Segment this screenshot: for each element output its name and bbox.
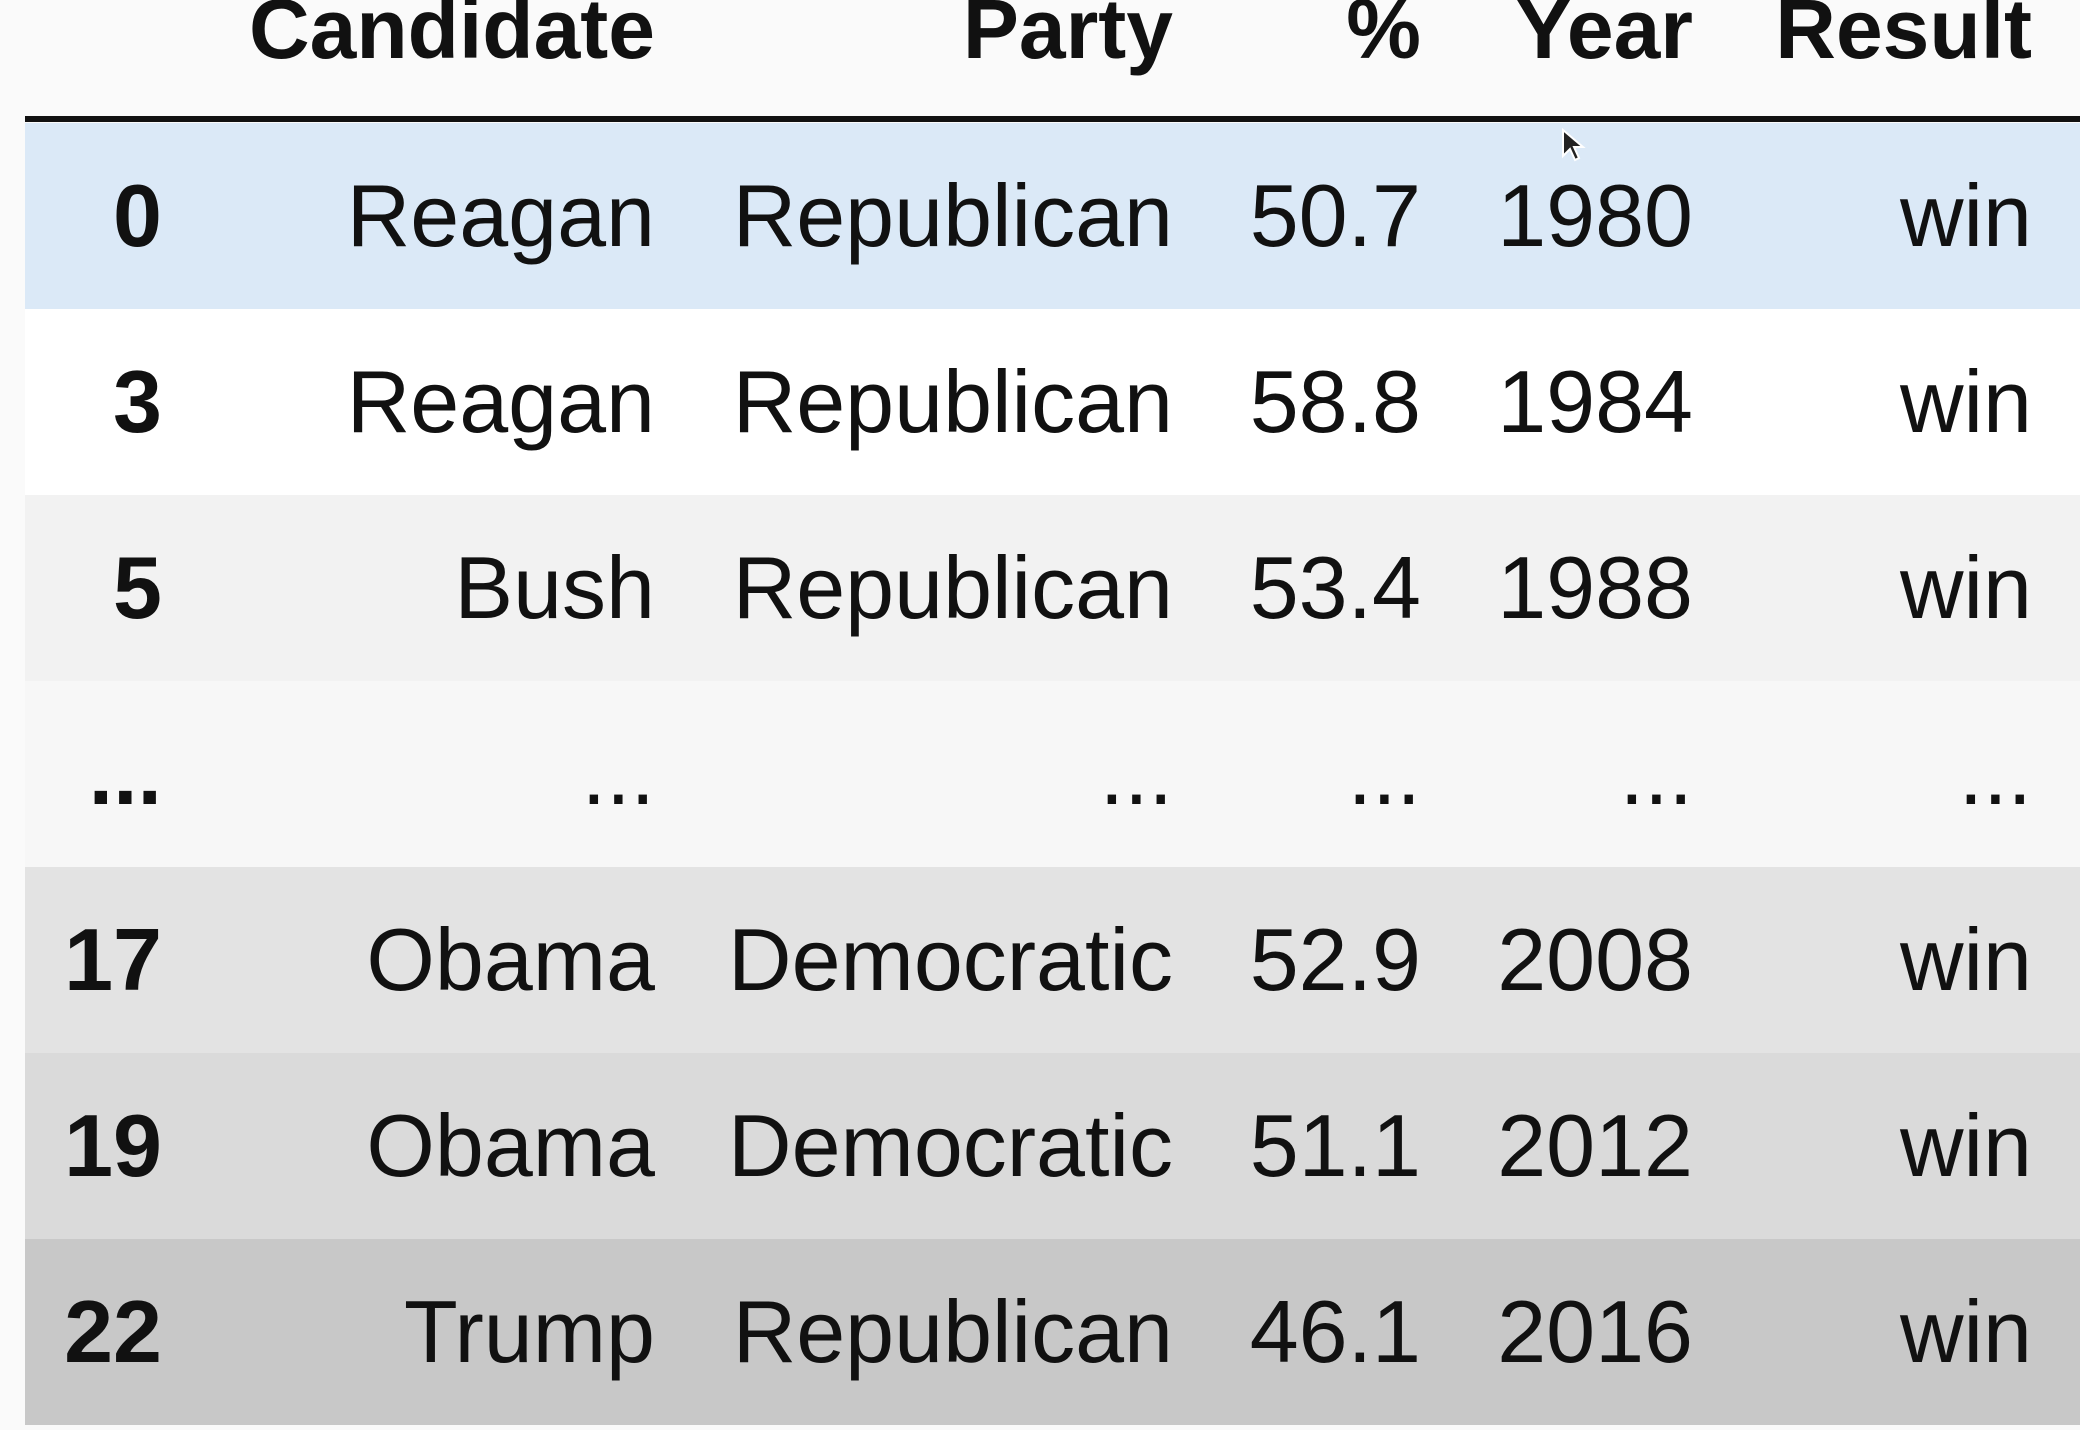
table-cell: 58.8: [1249, 352, 1421, 451]
mouse-cursor: [1562, 128, 1586, 162]
row-index: 3: [113, 352, 162, 451]
table-row: 19 Obama Democratic 51.1 2012 win: [25, 1053, 2080, 1239]
table-cell: 1988: [1497, 538, 1693, 637]
table-row: 5 Bush Republican 53.4 1988 win: [25, 495, 2080, 681]
table-cell: Democratic: [728, 1096, 1173, 1195]
table-cell: 52.9: [1249, 910, 1421, 1009]
table-cell: Reagan: [346, 166, 655, 265]
table-cell: 2016: [1497, 1282, 1693, 1381]
row-index: 0: [113, 166, 162, 265]
column-header: Year: [1515, 0, 1693, 76]
table-cell: Obama: [366, 910, 655, 1009]
table-cell: Reagan: [346, 352, 655, 451]
table-cell: win: [1899, 538, 2032, 637]
row-index: 17: [64, 910, 162, 1009]
table-cell: Republican: [732, 538, 1173, 637]
table-cell: win: [1899, 166, 2032, 265]
column-header: Candidate: [248, 0, 655, 76]
table-cell: 2012: [1497, 1096, 1693, 1195]
table-cell: 1980: [1497, 166, 1693, 265]
table-cell: ...: [581, 724, 655, 823]
column-header: Party: [962, 0, 1173, 76]
table-cell: 53.4: [1249, 538, 1421, 637]
table-cell: Democratic: [728, 910, 1173, 1009]
table-cell: Republican: [732, 352, 1173, 451]
table-cell: Trump: [404, 1282, 655, 1381]
table-cell: ...: [1619, 724, 1693, 823]
table-row: 22 Trump Republican 46.1 2016 win: [25, 1239, 2080, 1425]
table-cell: ...: [1347, 724, 1421, 823]
table-cell: Republican: [732, 166, 1173, 265]
table-row: ..................: [25, 681, 2080, 867]
column-header: %: [1346, 0, 1421, 76]
table-cell: 50.7: [1249, 166, 1421, 265]
table-cell: 46.1: [1249, 1282, 1421, 1381]
row-index: 5: [113, 538, 162, 637]
table-cell: ...: [1099, 724, 1173, 823]
table-row: 17 Obama Democratic 52.9 2008 win: [25, 867, 2080, 1053]
table-cell: 2008: [1497, 910, 1693, 1009]
table-cell: Bush: [454, 538, 655, 637]
table-cell: win: [1899, 1096, 2032, 1195]
table-cell: Republican: [732, 1282, 1173, 1381]
table-row: 0 Reagan Republican 50.7 1980 win: [25, 123, 2080, 309]
row-index: ...: [88, 724, 162, 823]
row-index: 19: [64, 1096, 162, 1195]
table-cell: win: [1899, 352, 2032, 451]
table-cell: 1984: [1497, 352, 1693, 451]
table-cell: win: [1899, 910, 2032, 1009]
table-cell: ...: [1958, 724, 2032, 823]
table-cell: win: [1899, 1282, 2032, 1381]
row-index: 22: [64, 1282, 162, 1381]
table-cell: Obama: [366, 1096, 655, 1195]
table-cell: 51.1: [1249, 1096, 1421, 1195]
header-rule: [25, 116, 2080, 122]
table-row: 3 Reagan Republican 58.8 1984 win: [25, 309, 2080, 495]
column-header: Result: [1775, 0, 2032, 76]
